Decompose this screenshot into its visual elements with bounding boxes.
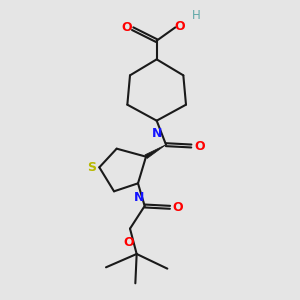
Text: N: N xyxy=(134,191,144,204)
Text: O: O xyxy=(122,21,132,34)
Text: O: O xyxy=(175,20,185,32)
Text: N: N xyxy=(152,127,162,140)
Text: O: O xyxy=(172,201,183,214)
Text: S: S xyxy=(87,161,96,174)
Text: O: O xyxy=(194,140,205,152)
Text: H: H xyxy=(192,9,200,22)
Text: O: O xyxy=(123,236,134,249)
Polygon shape xyxy=(145,145,166,158)
